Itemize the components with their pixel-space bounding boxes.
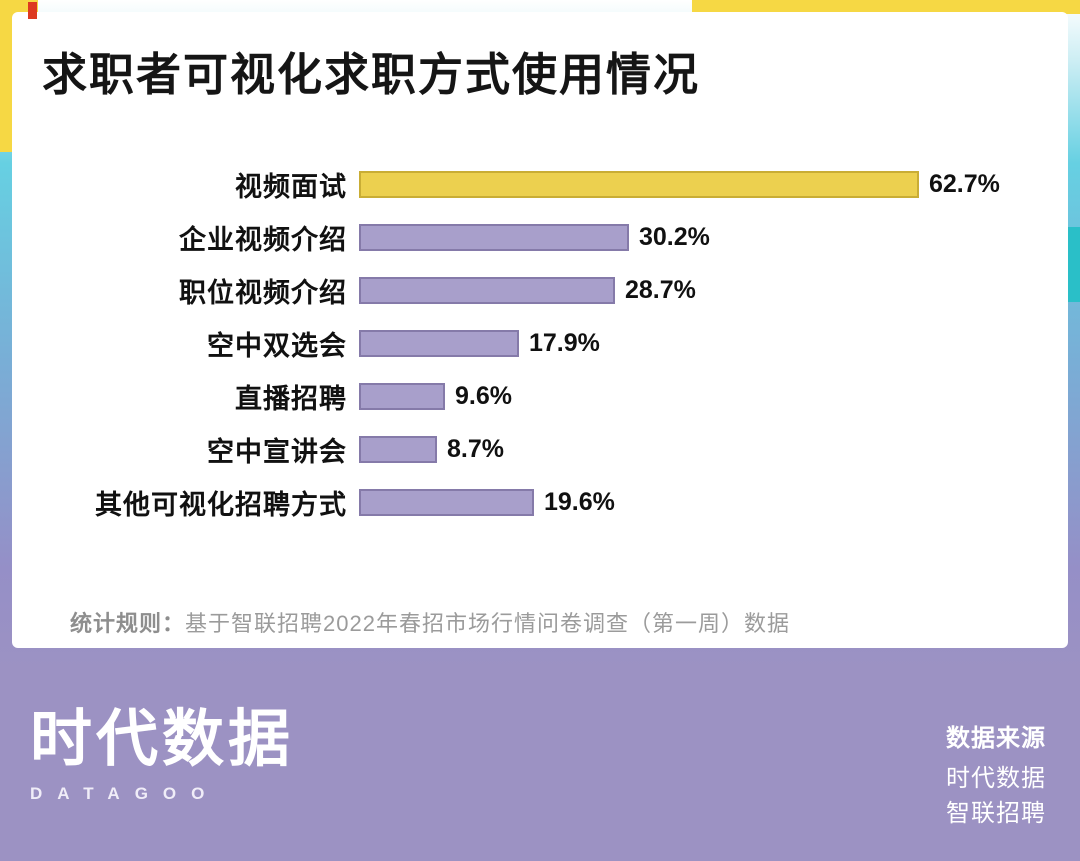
footnote-text: 基于智联招聘2022年春招市场行情问卷调查（第一周）数据 bbox=[185, 611, 790, 636]
value-label: 30.2% bbox=[639, 223, 710, 251]
footnote: 统计规则：基于智联招聘2022年春招市场行情问卷调查（第一周）数据 bbox=[70, 606, 790, 638]
chart-row: 直播招聘 9.6% bbox=[42, 370, 1000, 423]
brand-logo: 时代数据 DATAGOO bbox=[30, 705, 295, 804]
bar bbox=[359, 436, 437, 463]
category-label: 视频面试 bbox=[235, 172, 347, 202]
logo-text: 时代数据 bbox=[30, 705, 295, 774]
value-label: 62.7% bbox=[929, 170, 1000, 198]
value-label: 9.6% bbox=[455, 382, 512, 410]
category-label: 职位视频介绍 bbox=[179, 278, 347, 308]
bar bbox=[359, 277, 615, 304]
logo-subtext: DATAGOO bbox=[30, 784, 220, 804]
data-source-item: 智联招聘 bbox=[946, 800, 1046, 827]
data-source-item: 时代数据 bbox=[946, 765, 1046, 792]
data-source-block: 数据来源 时代数据 智联招聘 bbox=[946, 718, 1046, 831]
value-label: 28.7% bbox=[625, 276, 696, 304]
red-mark-accent bbox=[28, 2, 37, 19]
value-label: 8.7% bbox=[447, 435, 504, 463]
chart-row: 空中双选会 17.9% bbox=[42, 317, 1000, 370]
chart-title: 求职者可视化求职方式使用情况 bbox=[42, 49, 701, 100]
chart-row: 企业视频介绍 30.2% bbox=[42, 211, 1000, 264]
category-label: 空中双选会 bbox=[207, 331, 347, 361]
footnote-label: 统计规则： bbox=[70, 611, 186, 636]
yellow-top-bar-accent bbox=[692, 0, 1080, 14]
value-label: 19.6% bbox=[544, 488, 615, 516]
bar bbox=[359, 171, 919, 198]
bar bbox=[359, 330, 519, 357]
value-label: 17.9% bbox=[529, 329, 600, 357]
chart-row: 视频面试 62.7% bbox=[42, 158, 1000, 211]
bar bbox=[359, 224, 629, 251]
data-source-label: 数据来源 bbox=[946, 725, 1046, 752]
bar bbox=[359, 383, 445, 410]
chart-row: 职位视频介绍 28.7% bbox=[42, 264, 1000, 317]
category-label: 企业视频介绍 bbox=[179, 225, 347, 255]
bar-chart: 视频面试 62.7% 企业视频介绍 30.2% 职位视频介绍 28.7% 空中双选会 17.9… bbox=[42, 158, 1000, 529]
category-label: 空中宣讲会 bbox=[207, 437, 347, 467]
bar bbox=[359, 489, 534, 516]
chart-row: 其他可视化招聘方式 19.6% bbox=[42, 476, 1000, 529]
category-label: 其他可视化招聘方式 bbox=[95, 490, 347, 520]
category-label: 直播招聘 bbox=[235, 384, 347, 414]
chart-row: 空中宣讲会 8.7% bbox=[42, 423, 1000, 476]
chart-card: 求职者可视化求职方式使用情况 视频面试 62.7% 企业视频介绍 30.2% 职位视频介… bbox=[12, 12, 1068, 648]
